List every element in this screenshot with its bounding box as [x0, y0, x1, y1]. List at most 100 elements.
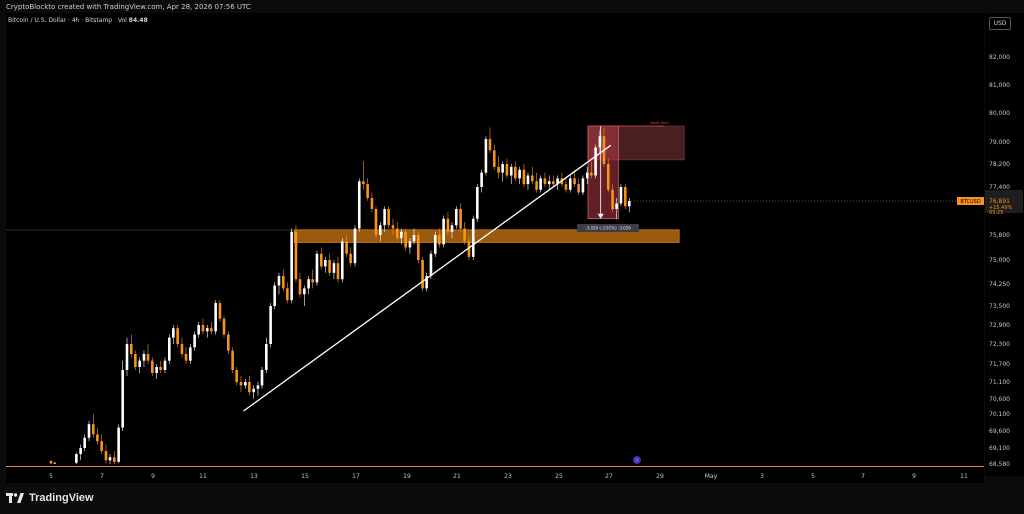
candle-body [471, 218, 475, 257]
price-axis[interactable]: 82,00081,00080,00079,00078,20077,40076,6… [985, 13, 1024, 476]
candle-body [400, 231, 403, 239]
time-tick-label: 17 [352, 473, 360, 480]
price-tick-label: 72,300 [989, 341, 1010, 348]
candle-body [146, 354, 150, 361]
time-tick-label: 9 [151, 473, 155, 480]
time-tick-label: 5 [49, 473, 53, 480]
candle-body [307, 279, 310, 289]
candle-body [176, 328, 179, 344]
candle-body [463, 228, 466, 242]
symbol-legend: Bitcoin / U.S. Dollar · 4h · Bitstamp Vo… [8, 17, 148, 24]
candle-body [129, 344, 133, 354]
candle-body [269, 306, 272, 344]
price-tick-label: 82,000 [989, 54, 1010, 61]
trendline [243, 144, 612, 412]
candle-body [227, 334, 230, 351]
candle-body [573, 178, 576, 185]
candle-body [298, 279, 302, 295]
candle-body [581, 178, 585, 193]
candle-body [467, 241, 471, 257]
candle-body [383, 209, 386, 226]
plot-area[interactable]: Weak High -3,026 (-3.81%) -3,026 ⤫ BTCUSD [6, 13, 984, 476]
price-tick-label: 77,400 [989, 184, 1010, 191]
candle-body [159, 367, 162, 370]
candle-body [421, 260, 424, 289]
price-tick-label: 71,700 [989, 361, 1010, 368]
candle-body [488, 139, 492, 151]
candle-body [180, 344, 184, 354]
candle-body [454, 209, 458, 226]
candle-body [513, 166, 517, 179]
candle-body [218, 303, 222, 319]
price-tick-label: 74,250 [989, 281, 1010, 288]
candle-body [172, 328, 175, 338]
price-axis-svg: 82,00081,00080,00079,00078,20077,40076,6… [985, 54, 1023, 468]
candle-body [589, 172, 593, 176]
candle-body [547, 181, 551, 185]
candle-body [433, 235, 437, 254]
candle-body [108, 457, 112, 461]
time-tick-label: 5 [811, 473, 815, 480]
candle-body [484, 139, 488, 173]
candle-body [391, 225, 395, 229]
candle-body [340, 241, 344, 280]
candle-body [324, 260, 327, 267]
candle-body [438, 235, 441, 245]
candle-body [256, 385, 260, 389]
candle-body [366, 184, 369, 198]
candle-body [395, 228, 399, 239]
candle-body [497, 166, 500, 173]
candle-body [134, 354, 137, 367]
candle-body [197, 325, 200, 335]
candle-body [121, 370, 124, 428]
time-tick-label: 13 [250, 473, 258, 480]
measure-label: -3,026 (-3.81%) -3,026 [585, 226, 631, 231]
symbol-name: Bitcoin / U.S. Dollar · 4h · Bitstamp [8, 17, 113, 24]
candle-body [594, 147, 597, 176]
currency-button[interactable]: USD [989, 17, 1011, 30]
price-tag-change: +15.49% [989, 205, 1013, 211]
candle-body [205, 328, 209, 332]
candle-body [75, 454, 78, 463]
candle-body [210, 328, 213, 332]
candle-body [265, 344, 268, 370]
candle-body [345, 241, 348, 254]
candle-body [252, 388, 255, 393]
candle-body [260, 370, 264, 386]
candle-body [96, 434, 99, 442]
candle-body [248, 382, 251, 393]
candlestick-chart[interactable]: Weak High -3,026 (-3.81%) -3,026 ⤫ BTCUSD [6, 13, 984, 476]
time-tick-label: 3 [760, 473, 764, 480]
candle-body [429, 253, 433, 276]
candle-body [615, 203, 618, 209]
candle-body [243, 382, 247, 386]
candle-body [505, 164, 509, 176]
candle-body [387, 209, 390, 226]
brand-footer[interactable]: TradingView [6, 486, 94, 510]
price-tick-label: 70,600 [989, 396, 1010, 403]
candle-body [49, 460, 53, 464]
candle-body [585, 172, 589, 179]
candle-body [378, 225, 382, 235]
candle-body [53, 462, 57, 464]
candle-body [349, 253, 352, 264]
candle-body [277, 276, 281, 286]
candle-body [315, 253, 319, 283]
candle-body [526, 175, 530, 185]
candle-body [273, 285, 276, 306]
candle-body [408, 241, 412, 248]
candle-body [113, 457, 116, 462]
time-axis[interactable]: 5 7 9 11 13 15 17 19 21 23 25 27 29 May 3 5 7 9 11 [6, 466, 984, 483]
candle-body [518, 169, 521, 179]
price-tick-label: 81,000 [989, 82, 1010, 89]
time-tick-label: 9 [912, 473, 916, 480]
candle-body [627, 200, 631, 207]
time-tick-label: 11 [199, 473, 207, 480]
time-tick-label: May [705, 473, 718, 480]
time-axis-svg: 5 7 9 11 13 15 17 19 21 23 25 27 29 May 3 5 7 9 11 [49, 473, 968, 480]
price-tick-label: 78,200 [989, 161, 1010, 168]
candle-body [155, 367, 158, 373]
candle-body [117, 427, 120, 462]
candle-body [357, 181, 361, 229]
